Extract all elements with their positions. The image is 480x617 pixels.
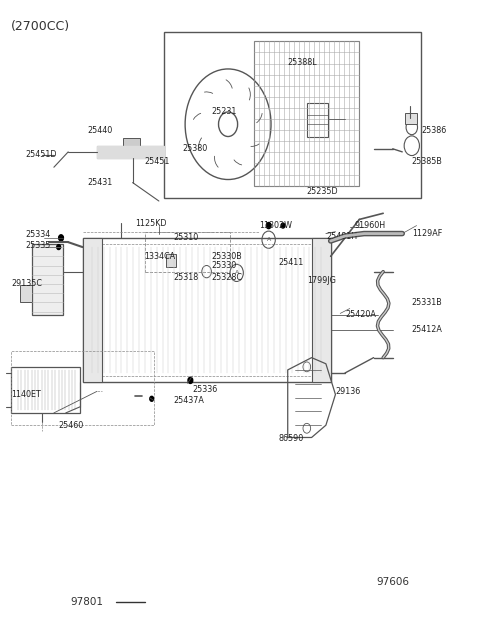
Bar — [312, 238, 331, 382]
Text: 25334: 25334 — [25, 230, 50, 239]
Text: (2700CC): (2700CC) — [11, 20, 70, 33]
Text: 97801: 97801 — [71, 597, 104, 607]
Circle shape — [266, 223, 271, 229]
Text: 1129AF: 1129AF — [412, 229, 442, 238]
Text: 25235D: 25235D — [307, 188, 338, 196]
Text: 1799JG: 1799JG — [307, 276, 336, 285]
Bar — [405, 113, 417, 124]
Bar — [254, 41, 360, 186]
Bar — [123, 138, 140, 146]
Text: 25331B: 25331B — [412, 298, 443, 307]
Polygon shape — [97, 146, 164, 158]
Bar — [144, 232, 230, 271]
Text: A: A — [235, 270, 239, 275]
Text: 86590: 86590 — [278, 434, 303, 443]
Bar — [97, 146, 164, 158]
Text: A: A — [266, 237, 271, 242]
Bar — [166, 254, 176, 267]
Text: 25385B: 25385B — [412, 157, 443, 165]
Text: 25460: 25460 — [59, 421, 84, 429]
Bar — [21, 285, 33, 302]
Circle shape — [59, 235, 63, 241]
Text: 29136: 29136 — [336, 387, 360, 396]
Text: 97606: 97606 — [376, 577, 409, 587]
Bar — [11, 367, 80, 413]
Text: 25440: 25440 — [87, 126, 112, 135]
Circle shape — [57, 244, 60, 249]
Text: 25437A: 25437A — [173, 396, 204, 405]
Text: 25420A: 25420A — [345, 310, 376, 319]
Text: 25330: 25330 — [211, 261, 237, 270]
Text: 1334CA: 1334CA — [144, 252, 176, 261]
Bar — [33, 244, 63, 315]
Text: 25388L: 25388L — [288, 59, 317, 67]
Text: 25411: 25411 — [278, 258, 303, 267]
Text: 25328C: 25328C — [211, 273, 242, 283]
Text: 25335: 25335 — [25, 241, 50, 251]
Text: 25431: 25431 — [87, 178, 112, 187]
Bar — [164, 32, 421, 198]
Bar — [11, 352, 154, 425]
Text: 25318: 25318 — [173, 273, 198, 283]
Bar — [307, 103, 328, 136]
Text: 11302W: 11302W — [259, 221, 292, 230]
Text: 25451: 25451 — [144, 157, 170, 165]
Circle shape — [281, 223, 285, 228]
Bar — [87, 244, 326, 376]
Text: 29135C: 29135C — [11, 280, 42, 288]
Text: 25330B: 25330B — [211, 252, 242, 261]
Circle shape — [188, 377, 193, 383]
Text: 25380: 25380 — [183, 144, 208, 153]
Text: 25231: 25231 — [211, 107, 237, 117]
Bar — [83, 238, 331, 382]
Text: 1125KD: 1125KD — [135, 219, 167, 228]
Text: 25412A: 25412A — [412, 326, 443, 334]
Text: 25451D: 25451D — [25, 151, 57, 159]
Bar — [83, 238, 102, 382]
Text: 25336: 25336 — [192, 385, 217, 394]
Text: 25310: 25310 — [173, 233, 198, 242]
Text: 91960H: 91960H — [355, 221, 385, 230]
Circle shape — [150, 396, 154, 401]
Text: 1140ET: 1140ET — [11, 390, 41, 399]
Text: 25386: 25386 — [421, 126, 446, 135]
Text: 25481H: 25481H — [326, 231, 357, 241]
